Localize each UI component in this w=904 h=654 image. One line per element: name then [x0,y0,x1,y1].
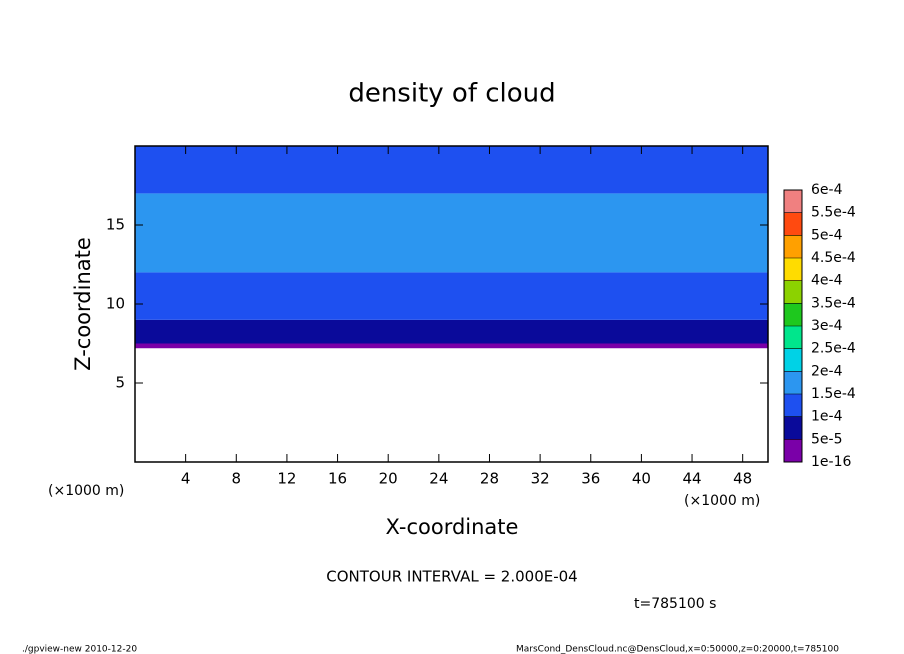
colorbar-label: 1.5e-4 [811,386,856,402]
x-tick-label: 20 [379,470,398,488]
colorbar-label: 3.5e-4 [811,295,856,311]
colorbar-label: 5.5e-4 [811,205,856,221]
y-tick-label: 15 [106,216,125,234]
y-tick-label: 5 [115,374,125,392]
x-tick-label: 36 [581,470,600,488]
footer: ./gpview-new 2010-12-20 [22,645,137,654]
time-label: t=785100 s [634,596,716,612]
colorbar-label: 4e-4 [811,273,843,289]
contour-band [135,319,768,344]
contour-band [135,193,768,273]
colorbar-swatch [784,416,802,440]
x-unit: (×1000 m) [684,493,760,509]
colorbar-swatch [784,280,802,304]
colorbar-label: 6e-4 [811,182,843,198]
colorbar-swatch [784,439,802,462]
colorbar-swatch [784,371,802,394]
x-tick-label: 4 [181,470,191,488]
colorbar-swatch [784,258,802,281]
x-tick-label: 28 [480,470,499,488]
chart-title: density of cloud [348,79,555,109]
contour-band [135,146,768,194]
contour-band [135,343,768,349]
colorbar-label: 3e-4 [811,318,843,334]
x-tick-label: 32 [531,470,550,488]
y-axis-label: Z-coordinate [71,237,95,371]
footer: MarsCond_DensCloud.nc@DensCloud,x=0:5000… [516,645,839,654]
colorbar-label: 2.5e-4 [811,341,856,357]
colorbar-swatch [784,212,802,236]
x-tick-label: 44 [682,470,701,488]
colorbar-swatch [784,326,802,349]
colorbar-label: 5e-5 [811,431,842,447]
colorbar-swatch [784,303,802,326]
x-axis-label: X-coordinate [386,515,519,539]
colorbar-label: 2e-4 [811,363,843,379]
colorbar-swatch [784,394,802,417]
y-tick-label: 10 [106,295,125,313]
colorbar-label: 5e-4 [811,227,843,243]
x-tick-label: 8 [232,470,242,488]
colorbar-label: 1e-16 [811,454,851,470]
colorbar-swatch [784,348,802,372]
contour-band [135,272,768,320]
colorbar-label: 4.5e-4 [811,250,856,266]
x-tick-label: 40 [632,470,651,488]
colorbar-label: 1e-4 [811,409,843,425]
x-tick-label: 16 [328,470,347,488]
colorbar-swatch [784,190,802,213]
annotation: CONTOUR INTERVAL = 2.000E-04 [326,568,577,586]
x-tick-label: 48 [733,470,752,488]
colorbar-swatch [784,235,802,258]
x-unit: (×1000 m) [48,483,124,499]
x-tick-label: 24 [429,470,448,488]
x-tick-label: 12 [277,470,296,488]
